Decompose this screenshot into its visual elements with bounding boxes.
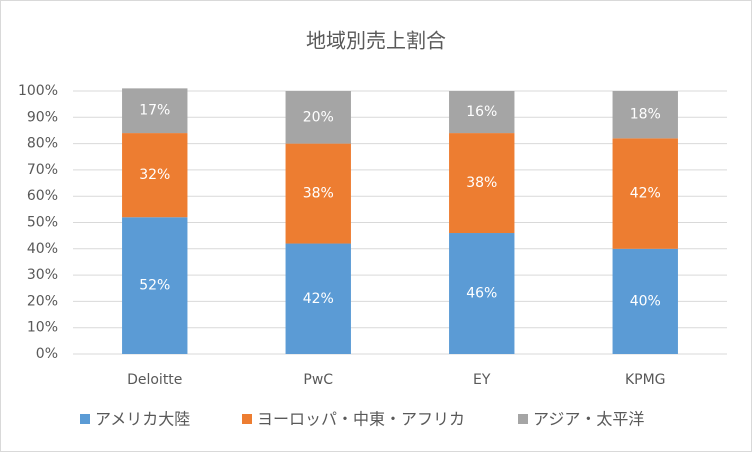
legend-swatch <box>242 414 252 424</box>
x-tick-label: Deloitte <box>127 372 182 388</box>
data-label: 40% <box>630 293 661 309</box>
y-tick-label: 90% <box>27 109 58 125</box>
x-tick-label: KPMG <box>625 372 666 388</box>
data-label: 52% <box>139 278 170 294</box>
bar-segment <box>612 248 678 354</box>
data-label: 20% <box>303 109 334 125</box>
data-label: 17% <box>139 103 170 119</box>
bar-segment <box>449 233 515 354</box>
legend-label: アメリカ大陸 <box>95 410 190 429</box>
y-tick-label: 20% <box>27 293 58 309</box>
y-tick-label: 50% <box>27 215 58 231</box>
legend-label: ヨーロッパ・中東・アフリカ <box>257 410 465 429</box>
bar-segment <box>285 91 351 144</box>
y-tick-label: 80% <box>27 136 58 152</box>
legend-label: アジア・太平洋 <box>533 410 644 429</box>
y-tick-label: 60% <box>27 188 58 204</box>
chart-title: 地域別売上割合 <box>306 29 446 53</box>
legend-swatch <box>518 414 528 424</box>
bar-segment <box>449 91 515 134</box>
y-tick-label: 30% <box>27 267 58 283</box>
legend-swatch <box>80 414 90 424</box>
data-label: 46% <box>466 286 497 302</box>
bar-segment <box>285 143 351 244</box>
data-label: 16% <box>466 104 497 120</box>
bar-segment <box>449 133 515 234</box>
bar-segment <box>612 138 678 249</box>
bar-segment <box>285 243 351 354</box>
data-label: 38% <box>466 175 497 191</box>
data-label: 32% <box>139 167 170 183</box>
bar-segment <box>122 133 188 218</box>
data-label: 18% <box>630 107 661 123</box>
data-label: 42% <box>630 186 661 202</box>
y-tick-label: 0% <box>36 346 58 362</box>
data-label: 38% <box>303 186 334 202</box>
bar-segment <box>612 91 678 139</box>
y-tick-label: 10% <box>27 320 58 336</box>
y-tick-label: 70% <box>27 162 58 178</box>
bar-segment <box>122 88 188 134</box>
x-tick-label: PwC <box>303 372 333 388</box>
y-tick-label: 100% <box>18 83 58 99</box>
y-tick-label: 40% <box>27 241 58 257</box>
data-label: 42% <box>303 291 334 307</box>
x-tick-label: EY <box>473 372 491 388</box>
bar-segment <box>122 217 188 354</box>
